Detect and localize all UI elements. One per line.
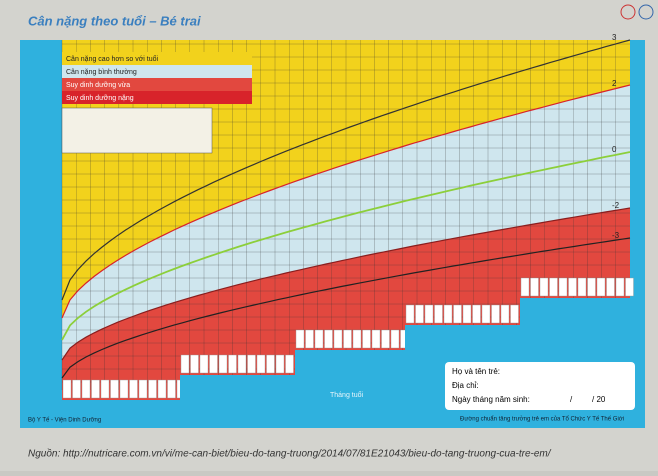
legend-swatch	[62, 91, 252, 104]
date-box	[100, 379, 110, 399]
date-box	[615, 277, 625, 297]
date-box	[119, 379, 129, 399]
note-box	[61, 107, 213, 154]
date-box	[138, 379, 148, 399]
date-box	[462, 304, 472, 324]
date-box	[625, 277, 634, 297]
date-box	[381, 329, 390, 349]
date-box	[558, 277, 568, 297]
date-box	[333, 329, 343, 349]
legend-label: Suy dinh dưỡng vừa	[66, 82, 130, 89]
blue-cover	[62, 400, 180, 420]
source: Nguồn: http://nutricare.com.vn/vi/me-can…	[28, 448, 552, 460]
date-box	[295, 329, 305, 349]
date-box	[491, 304, 500, 324]
date-box	[110, 379, 119, 399]
date-box	[305, 329, 314, 349]
date-box	[390, 329, 400, 349]
date-box	[266, 354, 275, 374]
growth-curve	[61, 207, 631, 361]
date-box	[530, 277, 539, 297]
date-box	[72, 379, 81, 399]
legend-label: Cân nặng cao hơn so với tuổi	[66, 55, 159, 63]
form-sep: /	[570, 395, 573, 404]
footer-right: Đường chuẩn tăng trưởng trẻ em của Tổ Ch…	[460, 416, 624, 423]
legend-swatch	[62, 78, 252, 91]
date-box	[405, 304, 415, 324]
date-box	[481, 304, 491, 324]
footer-left: Bộ Y Tế - Viện Dinh Dưỡng	[28, 418, 101, 424]
date-box	[510, 304, 519, 324]
logo	[638, 4, 654, 20]
title: Cân nặng theo tuổi – Bé trai	[28, 13, 201, 28]
legend-label: Cân nặng bình thường	[66, 69, 137, 76]
date-box	[539, 277, 549, 297]
legend: Cân nặng cao hơn so với tuổi Cân nặng bì…	[61, 52, 252, 154]
form-label: Họ và tên trẻ:	[452, 367, 500, 376]
date-box	[415, 304, 424, 324]
curve-label: 0	[612, 145, 617, 154]
date-box	[568, 277, 577, 297]
date-box	[148, 379, 157, 399]
date-box	[549, 277, 558, 297]
axis-label: Tháng tuổi	[330, 391, 364, 399]
growth-curve	[61, 237, 631, 379]
legend-swatch	[62, 52, 252, 65]
date-box	[314, 329, 324, 349]
date-box	[228, 354, 237, 374]
date-box	[371, 329, 381, 349]
date-box	[520, 277, 530, 297]
date-box	[180, 354, 190, 374]
logo	[620, 4, 636, 20]
growth-curve	[61, 151, 631, 341]
form-year: / 20	[592, 395, 606, 404]
date-box	[209, 354, 218, 374]
date-box	[343, 329, 352, 349]
date-box	[256, 354, 266, 374]
date-box	[577, 277, 587, 297]
date-box	[500, 304, 510, 324]
form-label: Ngày tháng năm sinh:	[452, 395, 530, 404]
date-box	[424, 304, 434, 324]
date-box	[190, 354, 199, 374]
date-box	[62, 379, 72, 399]
date-box	[453, 304, 462, 324]
curve-label: 2	[612, 79, 617, 88]
date-box	[199, 354, 209, 374]
blue-cover	[180, 375, 295, 420]
date-box	[285, 354, 294, 374]
date-box	[472, 304, 481, 324]
legend-label: Suy dinh dưỡng nặng	[66, 95, 134, 102]
blue-cover	[295, 350, 405, 420]
date-box	[275, 354, 285, 374]
form: Họ và tên trẻ: Địa chỉ: Ngày tháng năm s…	[445, 362, 635, 410]
date-box	[157, 379, 167, 399]
date-box	[362, 329, 371, 349]
date-box	[352, 329, 362, 349]
date-box	[218, 354, 228, 374]
curve-label: 3	[612, 33, 617, 42]
curve-label: -3	[612, 231, 620, 240]
date-box	[91, 379, 100, 399]
growth-curve	[61, 84, 631, 319]
date-box	[606, 277, 615, 297]
date-box	[324, 329, 333, 349]
date-box	[167, 379, 176, 399]
legend-swatch	[62, 65, 252, 78]
date-box	[434, 304, 443, 324]
date-box	[596, 277, 606, 297]
date-box	[237, 354, 247, 374]
form-label: Địa chỉ:	[452, 381, 479, 390]
form-box	[445, 362, 635, 410]
date-box	[587, 277, 596, 297]
date-box	[443, 304, 453, 324]
date-box	[129, 379, 138, 399]
date-box	[81, 379, 91, 399]
curve-label: -2	[612, 201, 620, 210]
date-box	[247, 354, 256, 374]
growth-curve	[61, 39, 631, 301]
